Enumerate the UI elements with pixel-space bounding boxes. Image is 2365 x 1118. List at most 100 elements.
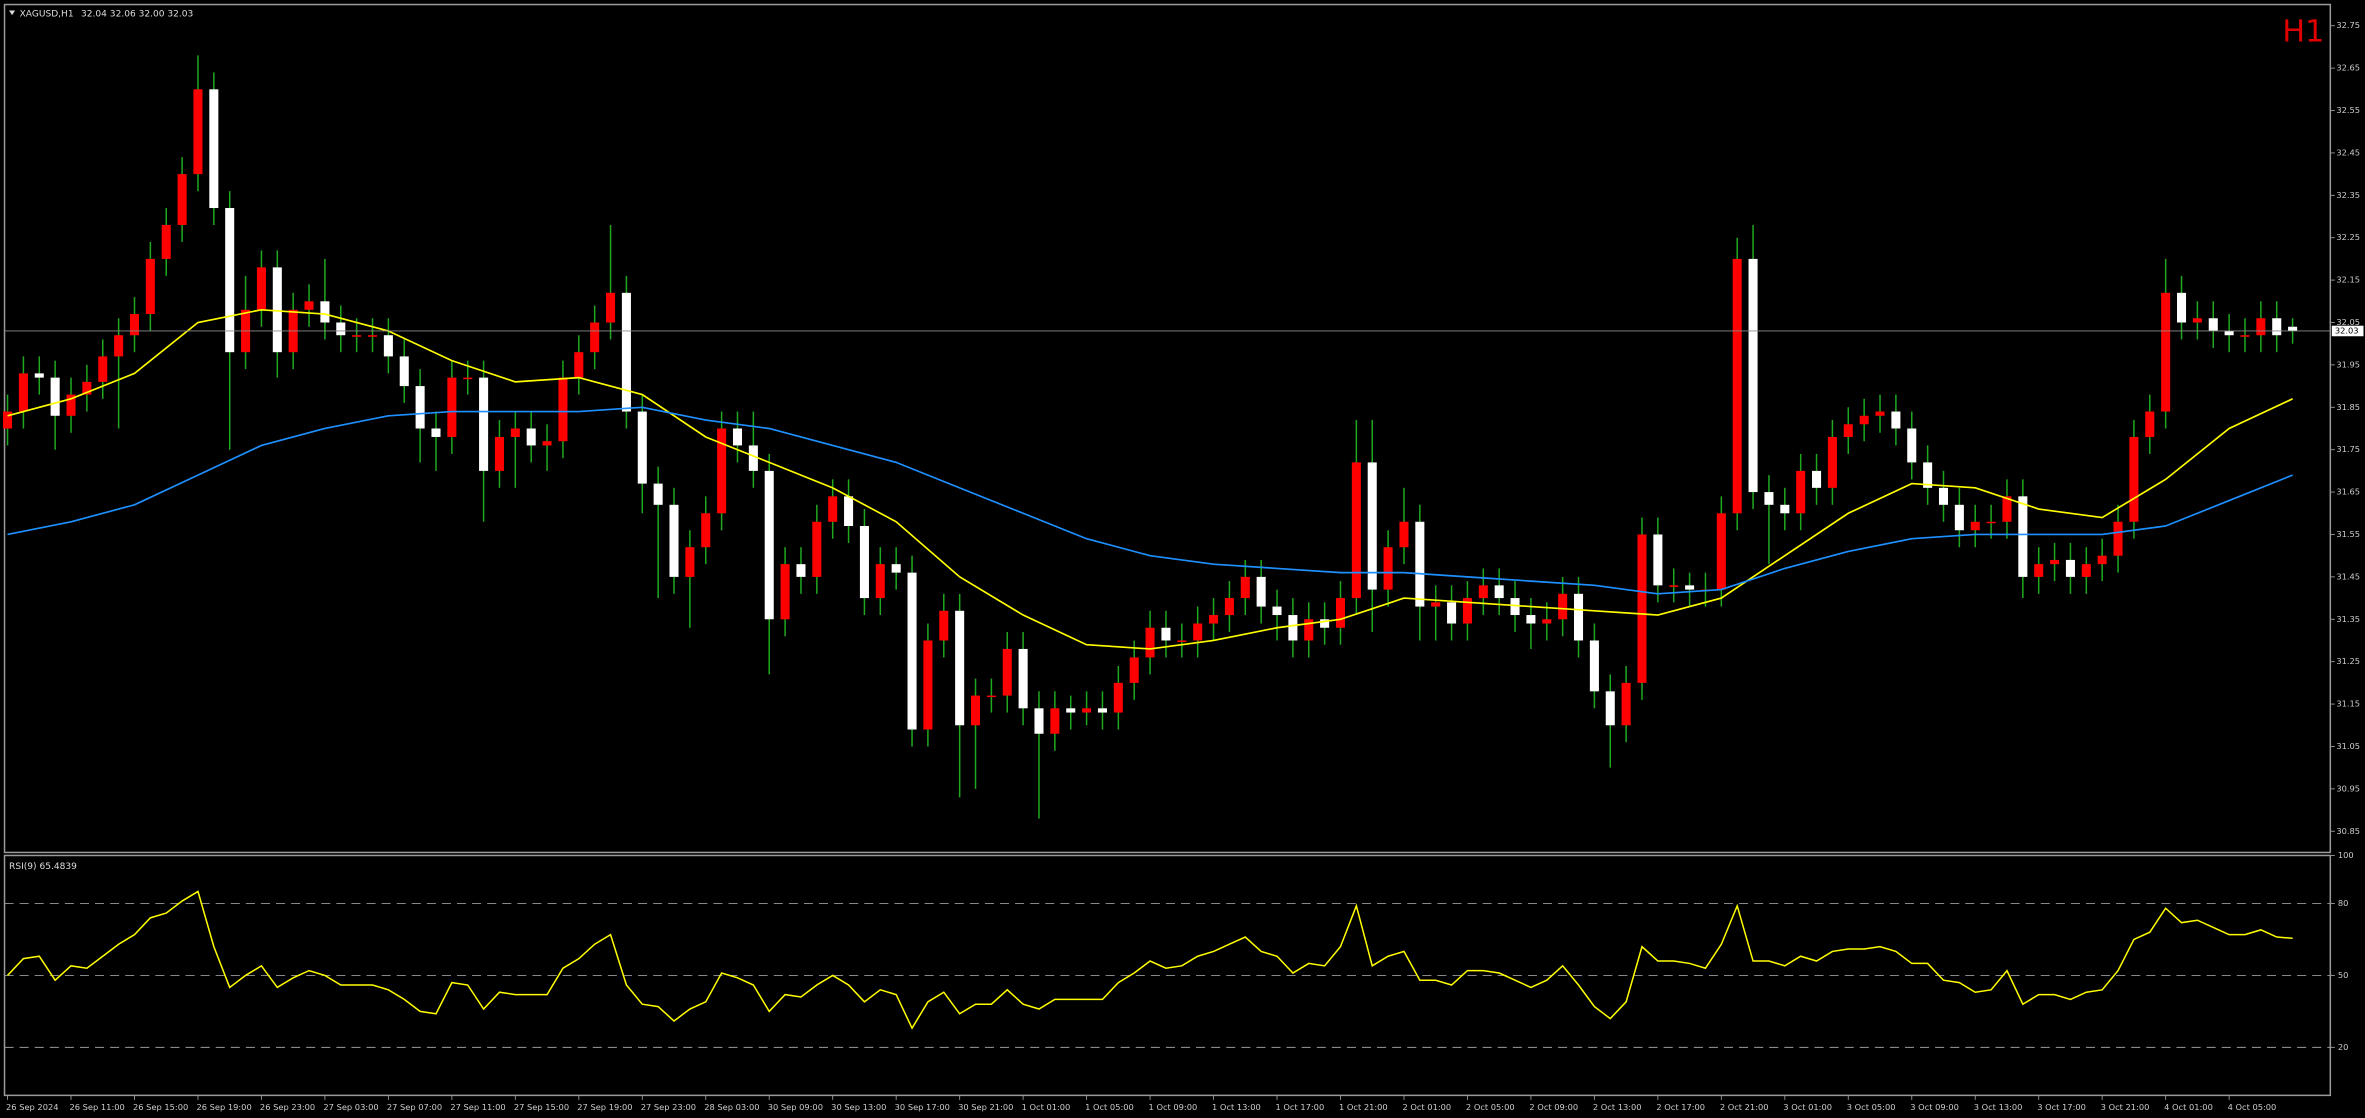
candle-body	[431, 428, 441, 437]
candle-body	[2161, 292, 2171, 412]
candle-body	[685, 547, 695, 577]
candle-body	[2081, 564, 2091, 577]
candle-body	[1066, 708, 1076, 713]
candle-body	[256, 267, 266, 310]
low-value: 32.00	[139, 9, 165, 19]
high-value: 32.06	[110, 9, 136, 19]
candle-body	[891, 564, 901, 573]
candle-body	[1399, 521, 1409, 548]
candle-body	[2192, 318, 2202, 323]
candle-body	[1320, 619, 1330, 628]
candle-body	[859, 526, 869, 599]
candle-body	[2018, 496, 2028, 577]
candle-body	[399, 356, 409, 387]
candle-body	[1415, 521, 1425, 607]
last-price-label: 32.03	[2335, 325, 2359, 335]
candle-body	[812, 521, 822, 577]
candle-body	[1780, 504, 1790, 514]
candle-body	[764, 470, 774, 620]
candle-body	[383, 335, 393, 357]
candle-body	[1558, 593, 1568, 620]
candle-body	[2145, 411, 2155, 437]
candle-body	[653, 483, 663, 505]
candle-body	[114, 335, 124, 357]
candle-body	[1367, 462, 1377, 590]
x-tick-label: 26 Sep 19:00	[196, 1102, 251, 1112]
x-tick-label: 2 Oct 01:00	[1402, 1102, 1451, 1112]
candle-body	[844, 496, 854, 527]
candle-body	[1097, 708, 1107, 713]
y-tick-label: 32.05	[2336, 317, 2360, 327]
candle-body	[1796, 470, 1806, 514]
candle-body	[1050, 708, 1060, 734]
candle-body	[1288, 615, 1298, 641]
y-tick-label: 32.65	[2336, 63, 2360, 73]
candle-body	[447, 377, 457, 437]
x-tick-label: 1 Oct 13:00	[1212, 1102, 1261, 1112]
y-tick-label: 32.35	[2336, 190, 2360, 200]
candle-body	[2002, 496, 2012, 522]
candle-body	[558, 377, 568, 442]
candle-body	[2113, 521, 2123, 556]
x-tick-label: 27 Sep 11:00	[450, 1102, 505, 1112]
candle-body	[1431, 602, 1441, 607]
candle-body	[748, 445, 758, 471]
x-tick-label: 1 Oct 05:00	[1085, 1102, 1134, 1112]
x-tick-label: 30 Sep 17:00	[895, 1102, 950, 1112]
symbol: XAGUSD,H1	[20, 9, 74, 19]
candle-body	[1510, 598, 1520, 616]
candle-body	[1891, 411, 1901, 429]
candle-body	[2288, 326, 2298, 331]
x-tick-label: 26 Sep 2024	[6, 1102, 58, 1112]
moving-average	[7, 406, 2293, 595]
candle-body	[1304, 619, 1314, 641]
x-tick-label: 1 Oct 21:00	[1339, 1102, 1388, 1112]
candle-body	[177, 174, 187, 225]
candle-body	[875, 564, 885, 599]
x-tick-label: 27 Sep 03:00	[323, 1102, 378, 1112]
candle-body	[2208, 318, 2218, 331]
candle-body	[2272, 318, 2282, 336]
candle-body	[637, 411, 647, 484]
candle-body	[621, 292, 631, 412]
candle-body	[986, 695, 996, 698]
menu-arrow	[9, 10, 16, 16]
candle-body	[1177, 640, 1187, 642]
candle-body	[780, 564, 790, 620]
candle-body	[1843, 424, 1853, 437]
candle-body	[1542, 619, 1552, 624]
y-tick-label: 32.55	[2336, 105, 2360, 115]
candle-body	[1034, 708, 1044, 734]
candle-body	[2065, 559, 2075, 577]
candle-body	[320, 301, 330, 323]
y-tick-label: 32.25	[2336, 232, 2360, 242]
candle-body	[542, 441, 552, 446]
y-tick-label: 31.15	[2336, 699, 2360, 709]
last-price-box	[2331, 325, 2364, 337]
y-tick-label: 31.05	[2336, 741, 2360, 751]
candle-body	[955, 610, 965, 726]
candle-body	[1573, 593, 1584, 641]
candle-body	[272, 267, 282, 353]
candle-body	[1209, 615, 1219, 624]
candle-body	[2256, 318, 2266, 336]
x-tick-label: 3 Oct 17:00	[2037, 1102, 2086, 1112]
y-tick-label: 31.55	[2336, 529, 2360, 539]
y-tick-label: 30.95	[2336, 783, 2360, 793]
candle-body	[2050, 559, 2060, 565]
candle-body	[1129, 657, 1139, 683]
candle-body	[1272, 606, 1282, 616]
y-tick-label: 80	[2338, 898, 2349, 908]
candle-body	[796, 564, 806, 577]
x-tick-label: 2 Oct 05:00	[1466, 1102, 1515, 1112]
candle-body	[923, 640, 933, 730]
candle-body	[2129, 436, 2139, 522]
x-tick-label: 4 Oct 01:00	[2164, 1102, 2213, 1112]
candle-body	[1812, 470, 1822, 488]
x-tick-label: 3 Oct 01:00	[1783, 1102, 1832, 1112]
y-tick-label: 30.85	[2336, 826, 2360, 836]
candle-body	[1827, 436, 1837, 488]
candle-body	[1859, 415, 1869, 425]
candle-body	[970, 695, 981, 726]
